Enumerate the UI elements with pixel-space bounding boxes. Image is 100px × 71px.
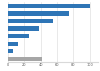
Bar	[8, 26, 39, 31]
Bar	[8, 19, 53, 23]
Bar	[8, 34, 29, 38]
Bar	[8, 57, 42, 61]
Bar	[8, 42, 18, 46]
Bar	[8, 49, 13, 53]
Bar	[8, 11, 69, 16]
Bar	[8, 4, 90, 8]
